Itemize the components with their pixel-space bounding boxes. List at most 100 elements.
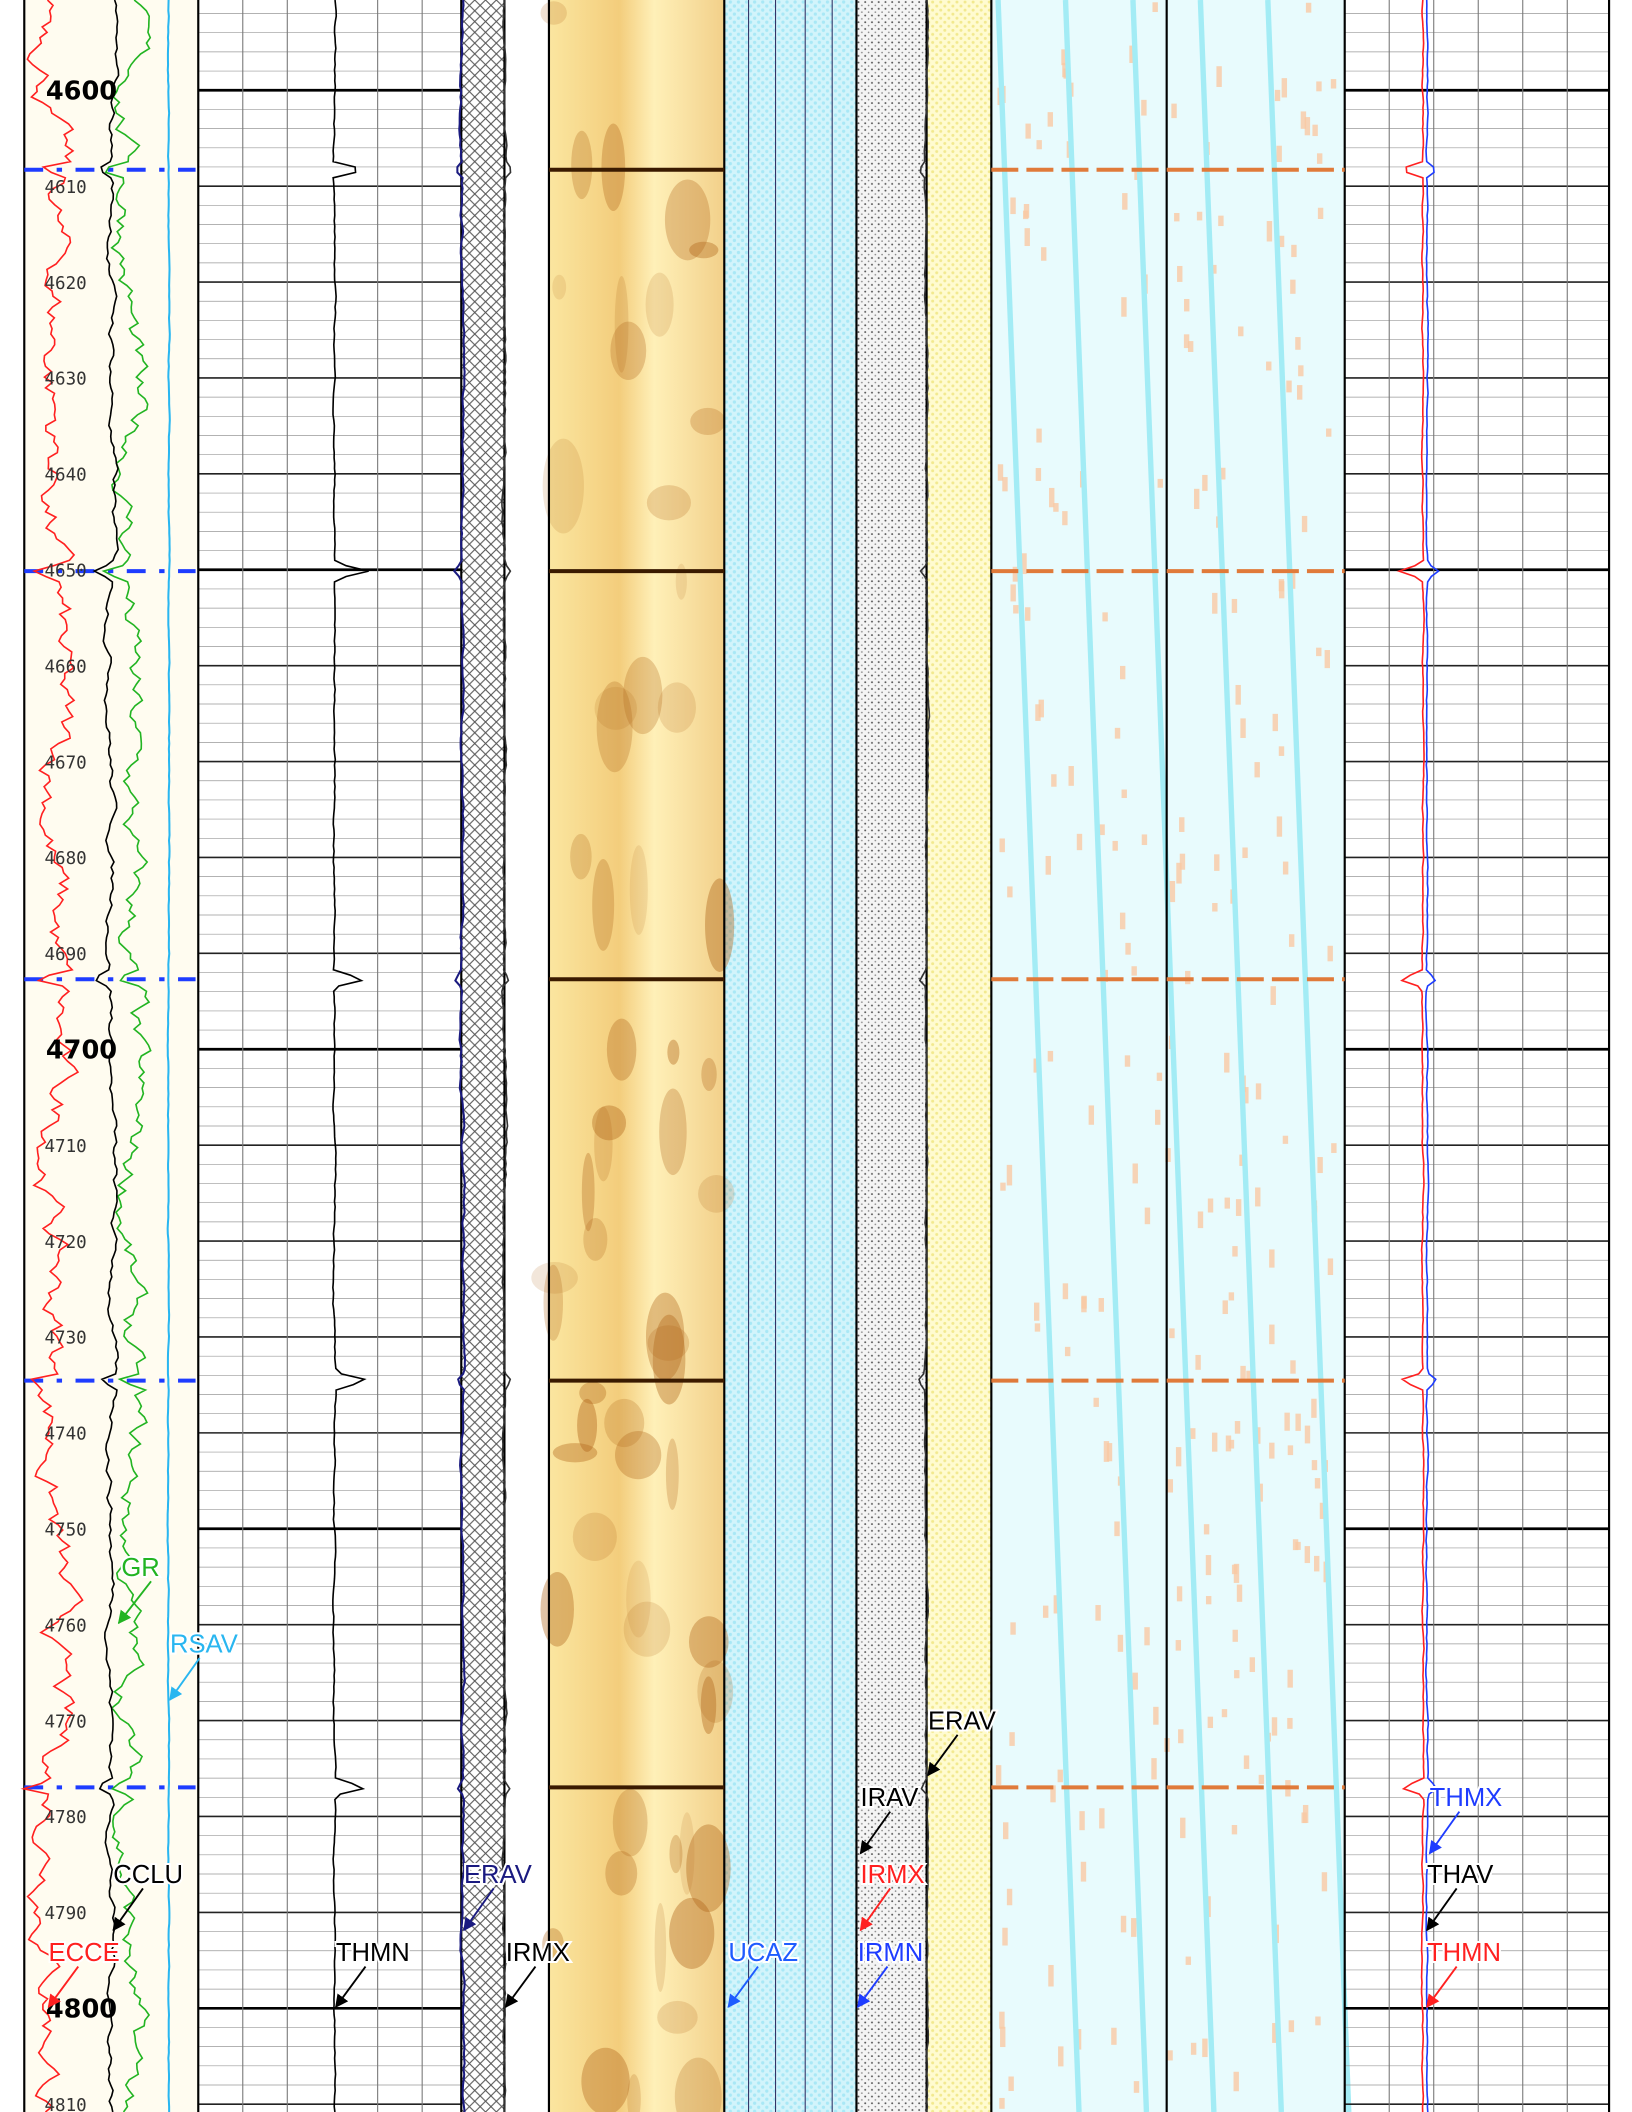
map-spot	[1007, 886, 1012, 897]
map-spot	[1131, 1918, 1136, 1937]
image-blob	[646, 273, 674, 337]
map-spot	[1062, 511, 1067, 525]
map-spot	[1288, 1445, 1293, 1455]
map-spot	[996, 1765, 1001, 1785]
map-spot	[1171, 104, 1176, 119]
map-spot	[1234, 1670, 1239, 1678]
map-spot	[1152, 2, 1157, 12]
depth-label: 4750	[45, 1521, 87, 1541]
image-blob	[594, 1107, 612, 1182]
map-spot	[1000, 838, 1005, 852]
map-spot	[1000, 2027, 1005, 2047]
curve-label: THAV	[1427, 1861, 1493, 1889]
map-spot	[1176, 863, 1181, 884]
map-spot	[1269, 1325, 1274, 1345]
map-spot	[1315, 2017, 1320, 2026]
map-spot	[1223, 1300, 1228, 1314]
map-spot	[1316, 81, 1321, 91]
map-spot	[1273, 714, 1278, 731]
map-spot	[1331, 79, 1336, 88]
map-spot	[1202, 475, 1207, 491]
map-spot	[1284, 1413, 1289, 1431]
map-spot	[1259, 1775, 1264, 1784]
map-spot	[1276, 146, 1281, 162]
map-spot	[1283, 1136, 1288, 1144]
map-spot	[1133, 1673, 1138, 1690]
map-spot	[1180, 1818, 1185, 1838]
map-spot	[1314, 1556, 1319, 1572]
curve-label: THMN	[1427, 1939, 1501, 1967]
map-spot	[1229, 1292, 1234, 1300]
image-blob	[613, 1789, 648, 1856]
map-spot	[1158, 479, 1163, 488]
depth-label: 4650	[45, 561, 87, 581]
image-blob	[690, 408, 725, 435]
image-blob	[659, 1088, 687, 1175]
map-spot	[1122, 790, 1127, 798]
map-spot	[1041, 247, 1046, 261]
map-spot	[1099, 1808, 1104, 1828]
map-spot	[1238, 326, 1243, 336]
map-spot	[1025, 228, 1030, 246]
map-spot	[1291, 245, 1296, 257]
map-spot	[1317, 1157, 1322, 1173]
map-spot	[1244, 1755, 1249, 1768]
map-spot	[1212, 903, 1217, 912]
image-blob	[705, 878, 734, 972]
map-spot	[1013, 605, 1018, 613]
map-spot	[1222, 1709, 1227, 1717]
map-spot	[1256, 1083, 1261, 1099]
map-spot	[1302, 516, 1307, 532]
map-spot	[1065, 1347, 1070, 1356]
map-spot	[1237, 1585, 1242, 1602]
map-spot	[1197, 212, 1202, 221]
image-blob	[571, 131, 592, 199]
curve-label: RSAV	[170, 1631, 238, 1659]
map-spot	[1290, 1360, 1295, 1373]
image-blob	[552, 275, 566, 300]
map-spot	[1058, 2046, 1063, 2066]
map-spot	[1322, 1872, 1327, 1891]
depth-label: 4680	[45, 849, 87, 869]
map-spot	[1295, 1414, 1300, 1431]
depth-label: 4720	[45, 1233, 87, 1253]
map-spot	[1236, 1199, 1241, 1216]
image-blob	[669, 1898, 714, 1969]
map-spot	[1225, 1198, 1230, 1209]
curve-label: UCAZ	[728, 1939, 798, 1967]
curve-label: ERAV	[928, 1707, 996, 1735]
depth-label: 4810	[45, 2096, 87, 2112]
map-spot	[1266, 362, 1271, 371]
map-spot	[1305, 1426, 1310, 1444]
map-spot	[1303, 1805, 1308, 1823]
map-spot	[1287, 1718, 1292, 1729]
image-blob	[676, 564, 687, 600]
map-spot	[1233, 1630, 1238, 1642]
map-spot	[1155, 1110, 1160, 1125]
map-spot	[1226, 1436, 1231, 1452]
map-spot	[1218, 216, 1223, 226]
map-spot	[1295, 337, 1300, 350]
map-spot	[1120, 913, 1125, 930]
depth-label: 4800	[46, 1995, 117, 2025]
map-spot	[1269, 1443, 1274, 1459]
map-spot	[1058, 1770, 1063, 1783]
map-spot	[1035, 704, 1040, 721]
erav-fill	[461, 0, 504, 2112]
image-blob	[597, 681, 633, 772]
map-spot	[1010, 1622, 1015, 1634]
image-blob	[658, 682, 696, 732]
map-spot	[1176, 1447, 1181, 1466]
map-spot	[1224, 1053, 1229, 1073]
map-spot	[1025, 607, 1030, 621]
image-blob	[646, 1293, 684, 1381]
map-spot	[1184, 334, 1189, 348]
map-spot	[999, 2012, 1004, 2029]
map-spot	[1112, 841, 1117, 851]
map-spot	[1048, 112, 1053, 126]
map-spot	[1250, 1657, 1255, 1672]
image-blob	[540, 1, 566, 25]
map-spot	[1208, 1717, 1213, 1728]
depth-label: 4780	[45, 1808, 87, 1828]
curve-label: IRMX	[861, 1861, 925, 1889]
